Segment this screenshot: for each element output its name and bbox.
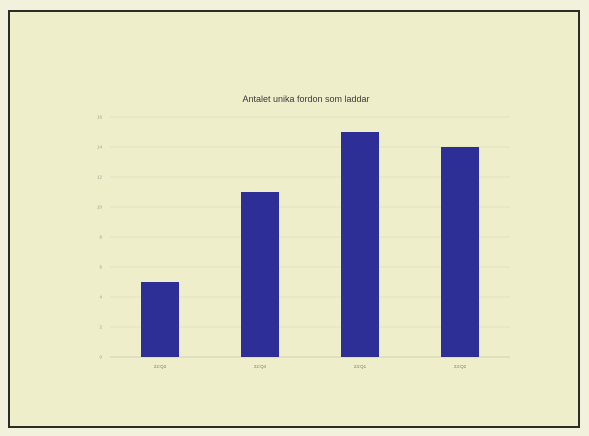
x-tick-label: 22:Q3 (154, 364, 167, 369)
y-tick-label: 4 (99, 295, 102, 300)
bars (141, 132, 479, 357)
bar-22-Q4 (241, 192, 279, 357)
y-tick-label: 6 (99, 265, 102, 270)
y-tick-label: 0 (99, 355, 102, 360)
x-tick-label: 23:Q1 (354, 364, 367, 369)
y-tick-label: 2 (99, 325, 102, 330)
x-tick-label: 23:Q2 (454, 364, 467, 369)
y-axis-ticks: 0 2 4 6 8 10 12 14 16 (97, 115, 103, 360)
bar-23-Q1 (341, 132, 379, 357)
x-axis-ticks: 22:Q3 22:Q4 23:Q1 23:Q2 (154, 364, 467, 369)
bar-22-Q3 (141, 282, 179, 357)
y-tick-label: 16 (97, 115, 103, 120)
y-tick-label: 12 (97, 175, 103, 180)
y-tick-label: 14 (97, 145, 103, 150)
bar-23-Q2 (441, 147, 479, 357)
y-tick-label: 10 (97, 205, 103, 210)
slide-frame: Antalet unika fordon som laddar 0 2 4 6 8 10 1… (8, 10, 580, 428)
chart-title: Antalet unika fordon som laddar (242, 94, 369, 104)
bar-chart: Antalet unika fordon som laddar 0 2 4 6 8 10 1… (97, 94, 510, 369)
y-tick-label: 8 (99, 235, 102, 240)
x-tick-label: 22:Q4 (254, 364, 267, 369)
